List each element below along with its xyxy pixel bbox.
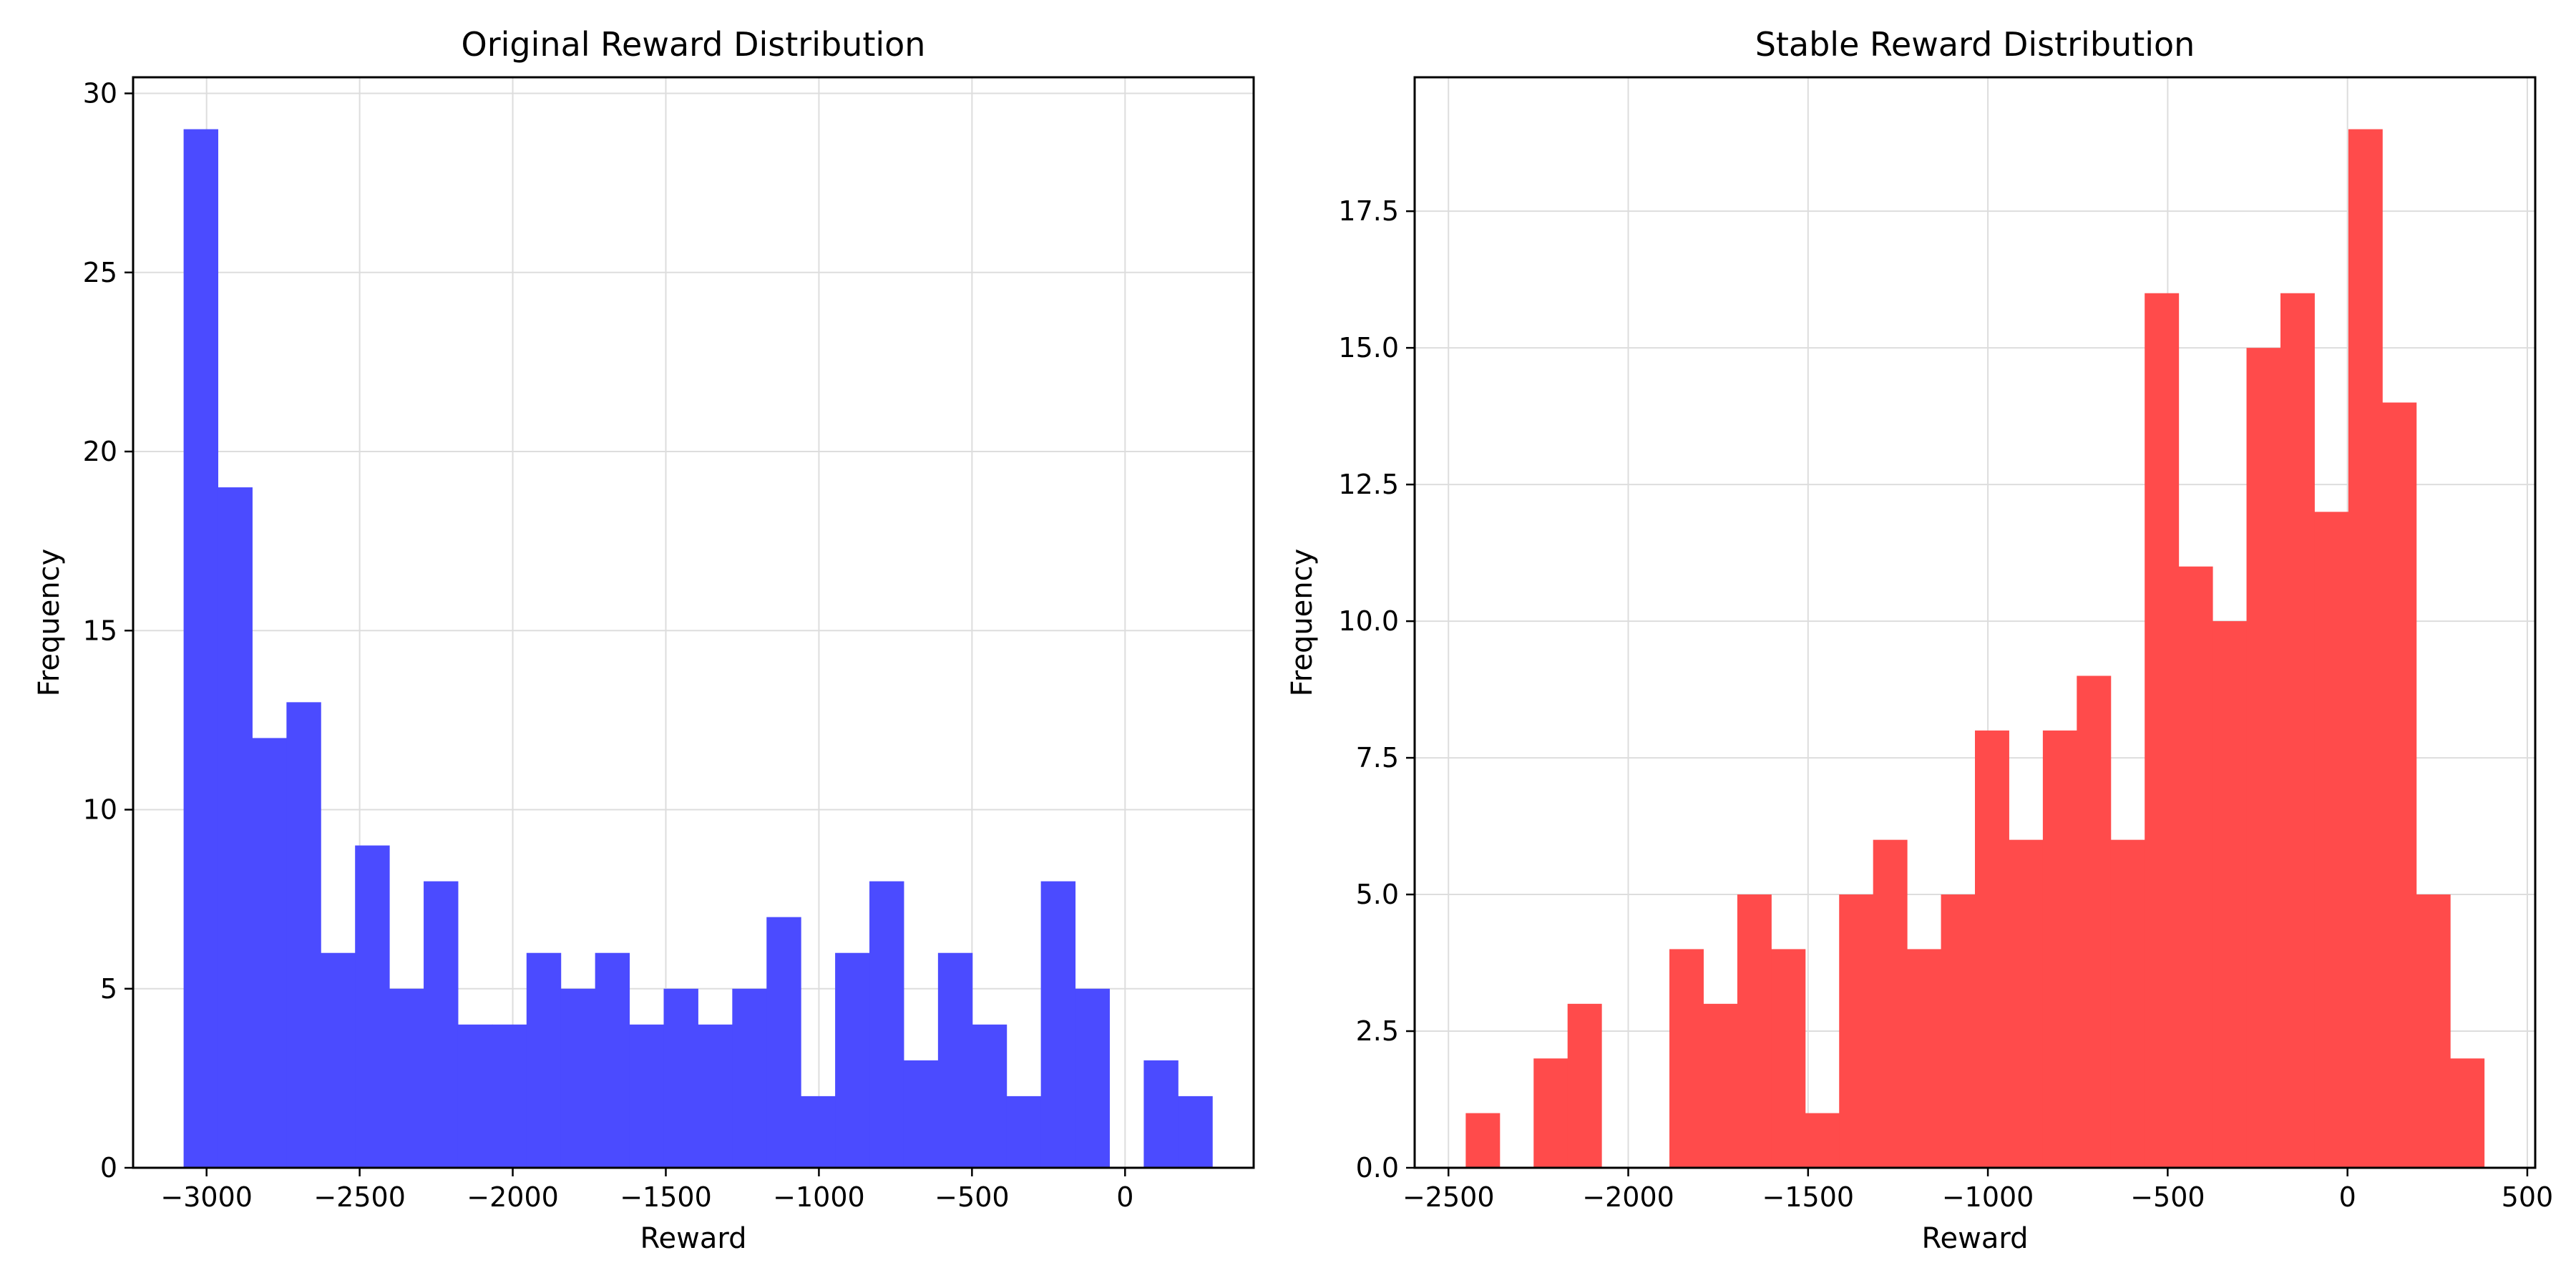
histogram-bar [1941, 894, 1976, 1168]
histogram-bar [629, 1024, 664, 1168]
histogram-bar [2212, 621, 2248, 1168]
histogram-bar [1669, 949, 1704, 1168]
x-tick-label: −2000 [467, 1181, 559, 1213]
histogram-bar [1006, 1096, 1042, 1168]
histogram-bar [732, 988, 767, 1168]
histogram-bar [2178, 566, 2213, 1168]
histogram-bar [560, 988, 596, 1168]
histogram-bar [424, 881, 459, 1168]
histogram-bar [355, 845, 390, 1168]
y-tick-label: 0.0 [1356, 1152, 1399, 1184]
histogram-bar [937, 952, 973, 1168]
histogram-bar [1533, 1058, 1568, 1168]
x-tick-label: 0 [1116, 1181, 1133, 1213]
y-tick-label: 10 [83, 794, 117, 826]
y-tick-label: 30 [83, 78, 117, 109]
histogram-bar [2416, 894, 2451, 1168]
x-tick-label: −1000 [773, 1181, 865, 1213]
histogram-bar [1771, 949, 1806, 1168]
x-tick-label: −2500 [313, 1181, 406, 1213]
histogram-bar [1805, 1113, 1840, 1168]
histogram-bar [1178, 1096, 1213, 1168]
x-tick-label: −2000 [1582, 1181, 1674, 1213]
histogram-bar [663, 988, 698, 1168]
histogram-bar [321, 952, 356, 1168]
histogram-bar [698, 1024, 733, 1168]
chart-title: Stable Reward Distribution [1755, 25, 2195, 64]
histogram-bar [492, 1024, 527, 1168]
histogram-bar [2246, 348, 2281, 1168]
x-tick-label: −3000 [160, 1181, 253, 1213]
histogram-bar [2314, 512, 2349, 1168]
plot-frame [1413, 76, 2537, 1169]
histogram-bar [903, 1060, 939, 1168]
y-tick-label: 15 [83, 615, 117, 646]
y-tick-label: 25 [83, 257, 117, 288]
y-tick-label: 0 [100, 1152, 117, 1184]
histogram-bar [2382, 402, 2417, 1168]
chart-title: Original Reward Distribution [462, 25, 926, 64]
x-tick-label: −1000 [1942, 1181, 2034, 1213]
histogram-bar [1567, 1003, 1602, 1168]
histogram-bar [2042, 730, 2077, 1168]
stable-reward-histogram: −2500 −2000 −1500 −1000 −500 0 500 0.0 2.5 5.0 7.5… [1286, 25, 2553, 1255]
x-tick-label: −1500 [620, 1181, 712, 1213]
histogram-bar [1839, 894, 1874, 1168]
histogram-bar [1465, 1113, 1501, 1168]
histogram-bar [1075, 988, 1110, 1168]
histogram-bar [1907, 949, 1942, 1168]
histogram-bar [972, 1024, 1008, 1168]
histogram-bar [2145, 293, 2180, 1168]
histogram-bar [2348, 129, 2383, 1169]
histogram-bar [1873, 839, 1908, 1168]
x-axis-label: Reward [1922, 1222, 2029, 1255]
x-tick-label: −500 [935, 1181, 1009, 1213]
histogram-bar [286, 702, 321, 1168]
y-axis-label: Frequency [1286, 549, 1319, 697]
histogram-bar [2110, 839, 2145, 1168]
x-tick-label: −2500 [1402, 1181, 1495, 1213]
histogram-bar [526, 952, 562, 1168]
y-tick-label: 17.5 [1338, 195, 1399, 227]
histogram-bar [2450, 1058, 2485, 1168]
histogram-bar [218, 487, 253, 1168]
x-tick-label: 500 [2502, 1181, 2554, 1213]
y-tick-label: 2.5 [1356, 1015, 1399, 1047]
histogram-bar [183, 129, 219, 1169]
y-axis-label: Frequency [33, 549, 66, 697]
histogram-bar [1143, 1060, 1179, 1168]
y-tick-label: 5.0 [1356, 879, 1399, 910]
y-tick-label: 10.0 [1338, 605, 1399, 637]
histogram-bar [457, 1024, 493, 1168]
y-tick-label: 20 [83, 436, 117, 467]
histogram-bar [835, 952, 870, 1168]
histogram-bar [801, 1096, 836, 1168]
histogram-bar [2280, 293, 2315, 1168]
histogram-bar [1737, 894, 1772, 1168]
x-tick-label: −1500 [1762, 1181, 1855, 1213]
y-tick-label: 7.5 [1356, 742, 1399, 774]
x-tick-label: 0 [2339, 1181, 2356, 1213]
histogram-bar [766, 917, 801, 1168]
histogram-bar [1975, 730, 2009, 1168]
y-tick-label: 15.0 [1338, 332, 1399, 364]
original-reward-histogram: −3000 −2500 −2000 −1500 −1000 −500 0 0 5 10 15 20 25… [33, 25, 1255, 1255]
histogram-bar [1703, 1003, 1738, 1168]
y-tick-label: 5 [100, 973, 117, 1005]
histogram-bar [2009, 839, 2044, 1168]
histogram-bar [869, 881, 904, 1168]
histogram-bar [252, 738, 287, 1168]
histogram-bar [1040, 881, 1076, 1168]
histogram-bar [389, 988, 424, 1168]
histogram-bar [595, 952, 630, 1168]
x-tick-label: −500 [2130, 1181, 2205, 1213]
histogram-bar [2077, 675, 2112, 1168]
plot-frame [132, 76, 1255, 1169]
x-axis-label: Reward [640, 1222, 747, 1255]
y-tick-label: 12.5 [1338, 469, 1399, 500]
